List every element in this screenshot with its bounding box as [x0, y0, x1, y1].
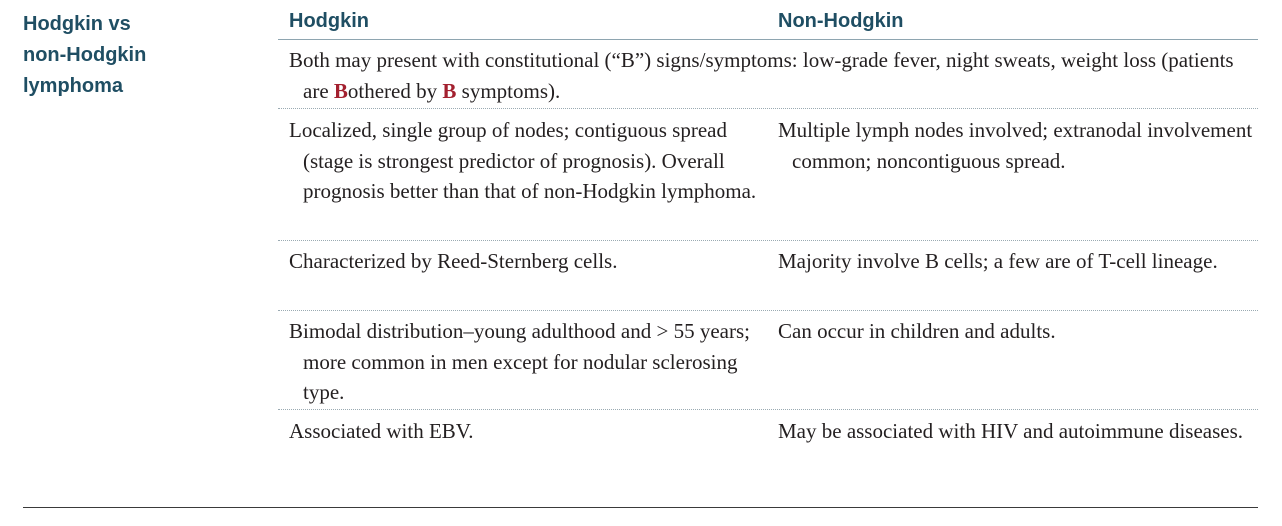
column-header-non-hodgkin: Non-Hodgkin — [778, 10, 904, 32]
section-title-line: non-Hodgkin — [23, 44, 147, 66]
row-divider — [278, 240, 1258, 241]
hodgkin-cell: Associated with EBV. — [289, 419, 474, 443]
column-header-hodgkin: Hodgkin — [289, 10, 369, 32]
section-title-line: Hodgkin vs — [23, 13, 131, 35]
non-hodgkin-cell: May be associated with HIV and autoimmun… — [778, 419, 1244, 443]
non-hodgkin-cell: Multiple lymph nodes involved; extranoda… — [778, 118, 1253, 173]
shared-cell: Both may present with constitutional (“B… — [289, 45, 1253, 106]
hodgkin-cell: Characterized by Reed-Sternberg cells. — [289, 249, 618, 273]
shared-text-line1: Both may present with constitutional (“B… — [289, 48, 1119, 72]
row-divider — [278, 108, 1258, 109]
non-hodgkin-cell: Majority involve B cells; a few are of T… — [778, 249, 1218, 273]
shared-text-post: symptoms). — [456, 78, 561, 103]
row-divider — [278, 310, 1258, 311]
hodgkin-cell: Localized, single group of nodes; contig… — [289, 118, 757, 203]
row-divider — [278, 409, 1258, 410]
header-rule — [278, 39, 1258, 40]
shared-text-mid: othered by — [347, 78, 443, 103]
bothered-b-highlight: B — [333, 78, 348, 103]
section-title-line: lymphoma — [23, 75, 124, 97]
hodgkin-cell: Bimodal distribution–young adulthood and… — [289, 319, 750, 404]
section-title: Hodgkin vs non-Hodgkin lymphoma — [23, 9, 223, 102]
shared-text-pre: loss (patients are — [303, 48, 1234, 103]
bottom-rule — [23, 507, 1258, 508]
b-symptoms-highlight: B — [442, 78, 457, 103]
non-hodgkin-cell: Can occur in children and adults. — [778, 319, 1056, 343]
